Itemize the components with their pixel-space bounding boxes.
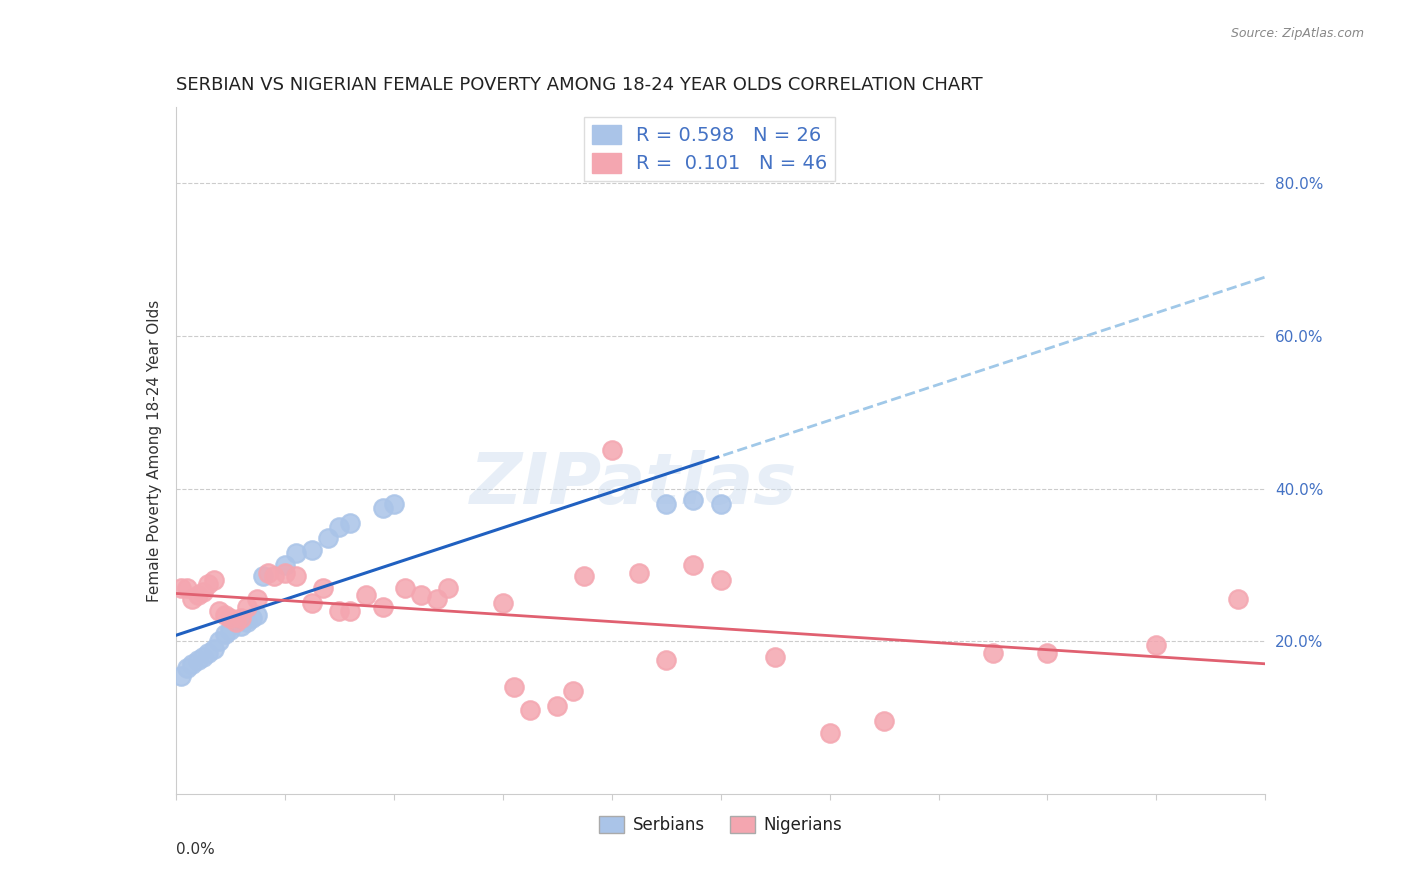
Legend: R = 0.598   N = 26, R =  0.101   N = 46: R = 0.598 N = 26, R = 0.101 N = 46 — [583, 117, 835, 181]
Point — [873, 714, 896, 729]
Point — [181, 592, 204, 607]
Point — [655, 497, 678, 511]
Point — [170, 668, 193, 682]
Point — [197, 646, 219, 660]
Point — [382, 497, 405, 511]
Point — [437, 581, 460, 595]
Point — [202, 573, 225, 587]
Point — [981, 646, 1004, 660]
Point — [263, 569, 285, 583]
Point — [818, 726, 841, 740]
Point — [170, 581, 193, 595]
Point — [371, 599, 394, 614]
Point — [763, 649, 786, 664]
Point — [225, 615, 247, 630]
Point — [284, 569, 307, 583]
Point — [202, 641, 225, 656]
Point — [176, 661, 198, 675]
Point — [246, 607, 269, 622]
Point — [208, 604, 231, 618]
Point — [197, 577, 219, 591]
Point — [502, 680, 524, 694]
Point — [562, 683, 585, 698]
Point — [274, 566, 297, 580]
Point — [328, 604, 350, 618]
Point — [235, 615, 257, 630]
Text: SERBIAN VS NIGERIAN FEMALE POVERTY AMONG 18-24 YEAR OLDS CORRELATION CHART: SERBIAN VS NIGERIAN FEMALE POVERTY AMONG… — [176, 77, 983, 95]
Point — [682, 493, 704, 508]
Point — [312, 581, 335, 595]
Point — [257, 566, 280, 580]
Point — [191, 649, 214, 664]
Point — [426, 592, 449, 607]
Point — [214, 626, 236, 640]
Point — [186, 589, 209, 603]
Point — [219, 611, 242, 625]
Point — [710, 573, 733, 587]
Point — [246, 592, 269, 607]
Point — [371, 500, 394, 515]
Point — [214, 607, 236, 622]
Point — [252, 569, 274, 583]
Point — [208, 634, 231, 648]
Text: ZIPatlas: ZIPatlas — [470, 450, 797, 519]
Point — [339, 516, 361, 530]
Point — [394, 581, 416, 595]
Point — [328, 520, 350, 534]
Point — [627, 566, 650, 580]
Point — [284, 546, 307, 561]
Point — [186, 653, 209, 667]
Point — [318, 531, 340, 545]
Point — [301, 542, 323, 557]
Point — [219, 623, 242, 637]
Point — [356, 589, 378, 603]
Y-axis label: Female Poverty Among 18-24 Year Olds: Female Poverty Among 18-24 Year Olds — [146, 300, 162, 601]
Point — [191, 584, 214, 599]
Point — [574, 569, 596, 583]
Point — [231, 619, 253, 633]
Point — [1227, 592, 1250, 607]
Point — [301, 596, 323, 610]
Point — [240, 611, 263, 625]
Point — [492, 596, 515, 610]
Point — [181, 657, 204, 672]
Text: Source: ZipAtlas.com: Source: ZipAtlas.com — [1230, 27, 1364, 40]
Text: 0.0%: 0.0% — [176, 842, 215, 857]
Point — [274, 558, 297, 572]
Point — [1144, 638, 1167, 652]
Point — [682, 558, 704, 572]
Point — [519, 703, 541, 717]
Point — [409, 589, 432, 603]
Point — [710, 497, 733, 511]
Point — [1036, 646, 1059, 660]
Point — [176, 581, 198, 595]
Point — [339, 604, 361, 618]
Point — [546, 699, 568, 714]
Point — [655, 653, 678, 667]
Point — [231, 611, 253, 625]
Point — [235, 599, 257, 614]
Point — [600, 443, 623, 458]
